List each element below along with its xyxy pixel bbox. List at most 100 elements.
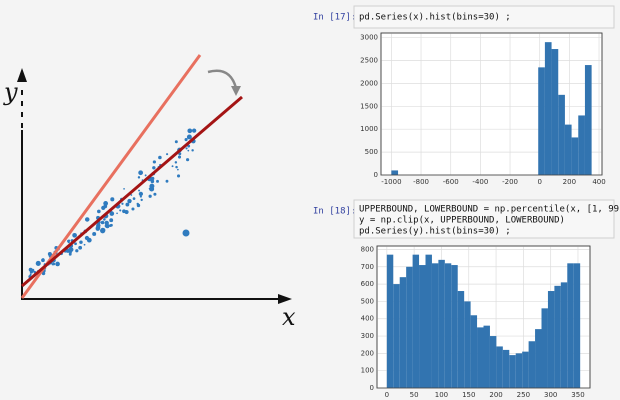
bar [391,170,399,175]
bar [547,291,555,388]
scatter-dot [174,161,178,164]
bar [457,291,465,388]
outlier-dot [182,229,190,237]
bar [412,254,420,388]
scatter-dot [122,209,126,214]
scatter-dot [52,262,56,266]
scatter-dot [75,249,79,253]
scatter-dot [148,187,151,190]
scatter-dot [186,158,190,162]
scatter-dot [138,191,144,196]
plot-frame [380,32,603,176]
bar [399,277,407,388]
scatter-dot [152,160,156,164]
x-tick-label: 150 [462,391,475,399]
scatter-dot [101,205,106,210]
code-cell[interactable] [353,199,615,239]
rotate-arrow [207,69,238,89]
scatter-dot [74,242,77,246]
plot-frame [376,245,591,389]
y-tick-label: 1000 [360,125,378,133]
bar [584,65,592,175]
bar [578,115,585,175]
scatter-dot [136,202,139,206]
scatter-dot [103,201,109,206]
scatter-dot [119,209,122,212]
bar [431,263,439,388]
diagram: y x [3,54,296,331]
scatter-dot [116,212,118,215]
scatter-dot [166,153,169,156]
code-cell[interactable] [353,5,615,29]
code-line: pd.Series(x).hist(bins=30) ; [359,13,511,23]
scatter-dot [35,260,41,266]
y-tick-label: 2500 [360,56,378,64]
y-tick-label: 500 [361,297,374,305]
scatter-dot [185,147,188,150]
x-label: x [282,303,296,331]
scatter-dot [184,138,188,142]
y-tick-label: 600 [361,280,374,288]
scatter-dot [109,218,114,223]
bar [560,282,568,388]
code-line: y = np.clip(x, UPPERBOUND, LOWERBOUND) [359,216,565,226]
scatter-dot [138,170,144,176]
bar [406,266,413,388]
scatter-dot [97,209,101,214]
fit-line-steep [20,54,202,299]
y-tick-label: 3000 [360,34,378,42]
x-tick-label: 100 [435,391,448,399]
scatter-dot [137,176,141,179]
bar [515,353,523,388]
y-tick-label: 400 [361,315,374,323]
x-tick-label: -400 [472,178,488,186]
x-tick-label: 50 [410,391,419,399]
scatter-dot [103,218,106,221]
x-tick-label: -1000 [381,178,401,186]
scatter-dot [140,198,143,202]
scatter-dot [177,174,181,178]
scatter-dot [150,176,155,181]
scatter-dot [78,245,83,250]
bar [538,67,545,175]
x-tick-label: 0 [537,178,541,186]
scatter-dot [55,261,60,267]
rotate-arrow-head [231,86,241,96]
scatter-dot [153,192,157,196]
scatter-dot [139,195,142,198]
scatter-dot [186,134,192,140]
scatter-dot [84,217,90,222]
x-tick-label: 200 [489,391,502,399]
y-tick-label: 500 [365,148,378,156]
y-tick-label: 0 [370,384,374,392]
bar [419,265,426,388]
y-tick-label: 2000 [360,79,378,87]
scatter-dot [28,267,33,272]
bar [541,308,548,388]
scatter-dot [96,223,101,228]
scatter-dot [177,168,179,171]
bar [464,301,471,388]
scatter-dot [104,220,109,226]
bar [528,341,536,388]
scatter-dot [123,188,125,190]
bar [438,259,445,388]
x-tick-label: 400 [592,178,605,186]
scatter-dot [174,140,178,144]
bar [483,325,490,388]
scatter-dot [125,202,130,207]
bar [477,327,484,388]
bar [451,265,458,388]
scatter-dot [150,179,155,184]
scatter-dot [149,183,155,189]
scatter-dot [165,179,169,183]
y-tick-label: 200 [361,349,374,357]
scatter-dot [129,199,132,202]
scatter-dot [177,155,182,159]
x-tick-label: 200 [563,178,576,186]
bar [386,254,394,388]
scatter-dot [67,239,70,243]
scatter-dot [83,243,86,246]
x-arrow [278,294,292,304]
bar [489,336,497,388]
